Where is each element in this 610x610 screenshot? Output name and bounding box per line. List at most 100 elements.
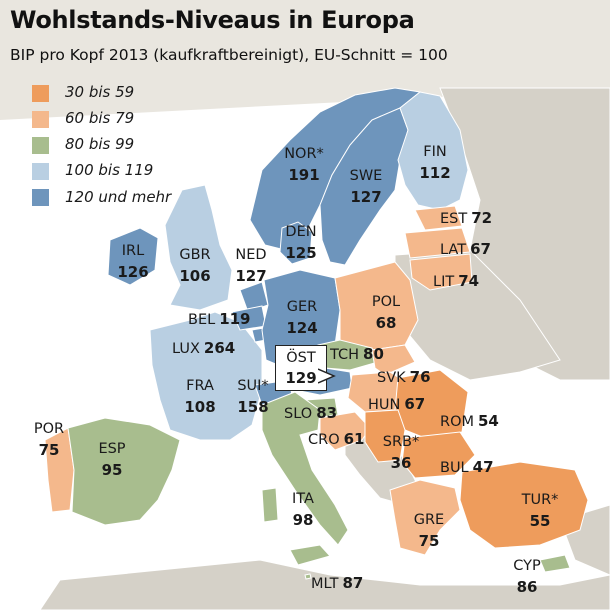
label-fin: FIN 112 (412, 142, 458, 184)
label-tch: TCH 80 (330, 343, 384, 366)
country-value: 112 (419, 164, 451, 182)
country-value: 47 (472, 458, 494, 476)
country-code: EST (440, 211, 468, 227)
region-irl (107, 227, 159, 286)
country-code: NOR* (284, 146, 324, 162)
region-ita-sicily (289, 544, 331, 566)
country-code: SWE (349, 168, 383, 184)
page-title: Wohlstands-Niveaus in Europa (10, 6, 415, 34)
country-value: 75 (418, 532, 440, 550)
region-srb (364, 409, 406, 463)
country-code: ITA (292, 491, 314, 507)
country-code: GBR (179, 247, 211, 263)
label-ita: ITA 98 (280, 489, 326, 531)
country-value: 76 (409, 368, 431, 386)
country-code: MLT (311, 576, 339, 592)
country-code: NED (235, 247, 267, 263)
region-lat (404, 227, 471, 259)
region-cro (319, 411, 371, 451)
country-code: SRB* (382, 434, 420, 450)
country-value: 75 (38, 441, 60, 459)
region-gre (389, 479, 461, 556)
region-cyp (539, 554, 571, 573)
legend-label: 100 bis 119 (65, 161, 154, 179)
country-value: 98 (292, 511, 314, 529)
label-lat: LAT 67 (440, 238, 491, 261)
country-code: FRA (186, 378, 214, 394)
country-code: TUR* (521, 492, 559, 508)
label-svk: SVK 76 (377, 366, 431, 389)
region-mlt (304, 573, 312, 580)
legend-swatch (32, 111, 49, 128)
country-code: SVK (377, 370, 406, 386)
label-pol: POL 68 (363, 292, 409, 334)
country-code: CYP (513, 558, 541, 574)
region-ita (261, 391, 349, 546)
country-code: ROM (440, 414, 474, 430)
country-value: 106 (179, 267, 211, 285)
country-value: 36 (390, 454, 412, 472)
label-cyp: CYP 86 (504, 556, 550, 598)
country-value: 126 (117, 263, 149, 281)
country-code: LUX (172, 341, 200, 357)
label-sui: SUI* 158 (228, 376, 278, 418)
country-code: ÖST (286, 350, 316, 366)
country-value: 129 (285, 369, 317, 387)
page-subtitle: BIP pro Kopf 2013 (kaufkraftbereinigt), … (10, 46, 448, 64)
country-code: IRL (121, 243, 145, 259)
country-code: ESP (98, 441, 126, 457)
label-cro: CRO 61 (308, 428, 365, 451)
country-code: LIT (433, 274, 455, 290)
region-gbr (164, 184, 233, 311)
country-value: 108 (184, 398, 216, 416)
region-fin (397, 91, 469, 211)
country-value: 125 (285, 244, 317, 262)
legend-label: 80 bis 99 (65, 135, 135, 153)
legend-swatch (32, 137, 49, 154)
country-value: 61 (343, 430, 365, 448)
label-tur: TUR* 55 (512, 490, 568, 532)
legend-swatch (32, 85, 49, 102)
country-code: BUL (440, 460, 469, 476)
label-bul: BUL 47 (440, 456, 494, 479)
country-value: 158 (237, 398, 269, 416)
country-code: POR (33, 421, 65, 437)
label-esp: ESP 95 (89, 439, 135, 481)
label-gre: GRE 75 (406, 510, 452, 552)
country-value: 67 (470, 240, 491, 258)
country-code: SLO (284, 406, 313, 422)
label-swe: SWE 127 (343, 166, 389, 208)
label-gbr: GBR 106 (172, 245, 218, 287)
country-code: HUN (368, 397, 401, 413)
country-code: CRO (308, 432, 340, 448)
country-code: TCH (330, 347, 360, 363)
country-value: 127 (235, 267, 267, 285)
country-value: 72 (471, 209, 493, 227)
label-lit: LIT 74 (433, 270, 479, 293)
region-ita-sardinia (261, 487, 279, 523)
land-north-africa (39, 559, 610, 610)
country-value: 264 (203, 339, 236, 357)
legend-swatch (32, 189, 49, 206)
country-code: LAT (440, 242, 467, 258)
label-slo: SLO 83 (284, 402, 337, 425)
country-value: 87 (342, 574, 364, 592)
region-den (279, 221, 313, 265)
country-value: 68 (375, 314, 397, 332)
country-value: 74 (458, 272, 480, 290)
region-esp (67, 417, 181, 526)
label-irl: IRL 126 (110, 241, 156, 283)
country-value: 80 (363, 345, 384, 363)
label-rom: ROM 54 (440, 410, 499, 433)
country-value: 67 (404, 395, 426, 413)
country-code: BEL (188, 312, 216, 328)
region-fra (149, 311, 263, 441)
region-svk (371, 344, 416, 376)
label-por: POR 75 (26, 419, 72, 461)
legend-label: 30 bis 59 (65, 83, 135, 101)
country-code: FIN (423, 144, 447, 160)
legend-label: 60 bis 79 (65, 109, 135, 127)
region-est (414, 205, 463, 231)
label-den: DEN 125 (278, 222, 324, 264)
country-value: 95 (101, 461, 123, 479)
